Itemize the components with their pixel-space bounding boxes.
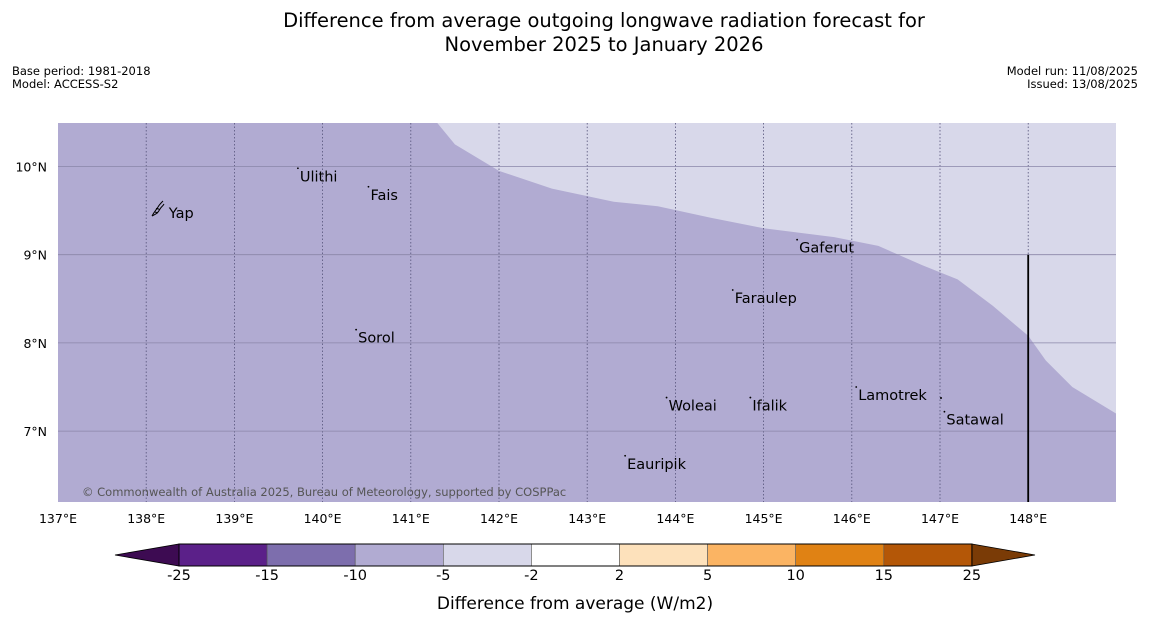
meta-left: Base period: 1981-2018 Model: ACCESS-S2 [12,65,151,91]
place-label: Fais [370,188,397,204]
place-marker [155,207,158,210]
lat-tick-label: 8°N [23,336,47,351]
colorbar-segment [795,543,885,567]
place-marker [855,386,858,388]
colorbar-segment [619,543,708,567]
lon-tick-label: 146°E [833,511,871,526]
colorbar-high-arrow [971,543,1036,567]
lon-tick-label: 140°E [304,511,342,526]
colorbar-tick-label: -5 [436,568,451,584]
colorbar-segment [707,543,796,567]
lon-tick-label: 142°E [480,511,518,526]
title-line-2: November 2025 to January 2026 [444,33,764,56]
place-label: Faraulep [735,291,797,307]
place-marker [367,185,370,188]
lon-tick-label: 139°E [215,511,253,526]
lon-tick-label: 141°E [392,511,430,526]
colorbar-segment [178,543,268,567]
place-label: Lamotrek [858,388,927,404]
colorbar-tick-label: 10 [786,568,805,584]
lat-tick-label: 10°N [15,160,47,175]
colorbar-frame [178,543,973,567]
lon-tick-label: 143°E [568,511,606,526]
colorbar-tick-label: 25 [962,568,982,584]
title-line-1: Difference from average outgoing longwav… [283,9,925,32]
lat-tick-label: 7°N [23,424,47,439]
place-marker [943,410,946,413]
colorbar [114,543,1036,567]
map-title: Difference from average outgoing longwav… [0,9,1150,57]
colorbar-tick-label: 5 [702,568,713,584]
light-anomaly-region [437,123,1116,414]
place-label: Gaferut [799,241,854,257]
place-label: Sorol [358,331,395,347]
place-marker [624,454,627,457]
colorbar-segment [883,543,973,567]
copyright-text: © Commonwealth of Australia 2025, Bureau… [82,485,566,499]
place-marker [749,396,752,399]
place-label: Yap [168,206,194,222]
place-labels: Ulithi Fais Yap Gaferut Faraulep Sorol Lamotre… [155,167,1004,473]
place-marker [355,328,358,331]
place-label: Satawal [946,413,1003,429]
lon-tick-label: 144°E [656,511,694,526]
colorbar-label: Difference from average (W/m2) [436,594,714,614]
colorbar-segment [442,543,532,567]
lon-tick-label: 145°E [745,511,783,526]
place-marker [297,167,299,170]
islet-marker [940,397,942,399]
issued-text: Issued: 13/08/2025 [1027,77,1138,91]
colorbar-tick-label: -2 [524,568,539,584]
colorbar-tick-label: -15 [255,568,279,584]
lon-tick-label: 147°E [921,511,959,526]
colorbar-tick-label: -25 [167,568,191,584]
colorbar-segment [354,543,444,567]
lon-tick-label: 148°E [1009,511,1047,526]
lon-tick-label: 137°E [39,511,77,526]
model-text: Model: ACCESS-S2 [12,77,119,91]
place-marker [796,238,799,241]
colorbar-tick-label: -10 [343,568,368,584]
latitude-tick-labels: 7°N 8°N 9°N 10°N [15,160,47,440]
colorbar-tick-label: 2 [614,568,625,584]
place-label: Eauripik [627,457,686,473]
lat-tick-label: 9°N [23,248,47,263]
place-label: Ifalik [752,399,787,415]
model-run-text: Model run: 11/08/2025 [1006,64,1138,78]
place-marker [731,289,734,291]
colorbar-segment [266,543,356,567]
base-period-text: Base period: 1981-2018 [12,64,151,78]
place-marker [665,396,668,399]
colorbar-segment [531,543,620,567]
colorbar-tick-label: 15 [874,568,894,584]
yap-island-icon [151,200,165,217]
longitude-tick-labels: 137°E 138°E 139°E 140°E 141°E 142°E 143°E 144°E… [39,511,1047,526]
meta-right: Model run: 11/08/2025 Issued: 13/08/2025 [1007,65,1138,91]
place-label: Ulithi [300,169,338,185]
colorbar-low-arrow [114,543,180,567]
place-label: Woleai [669,399,717,415]
lon-tick-label: 138°E [127,511,165,526]
